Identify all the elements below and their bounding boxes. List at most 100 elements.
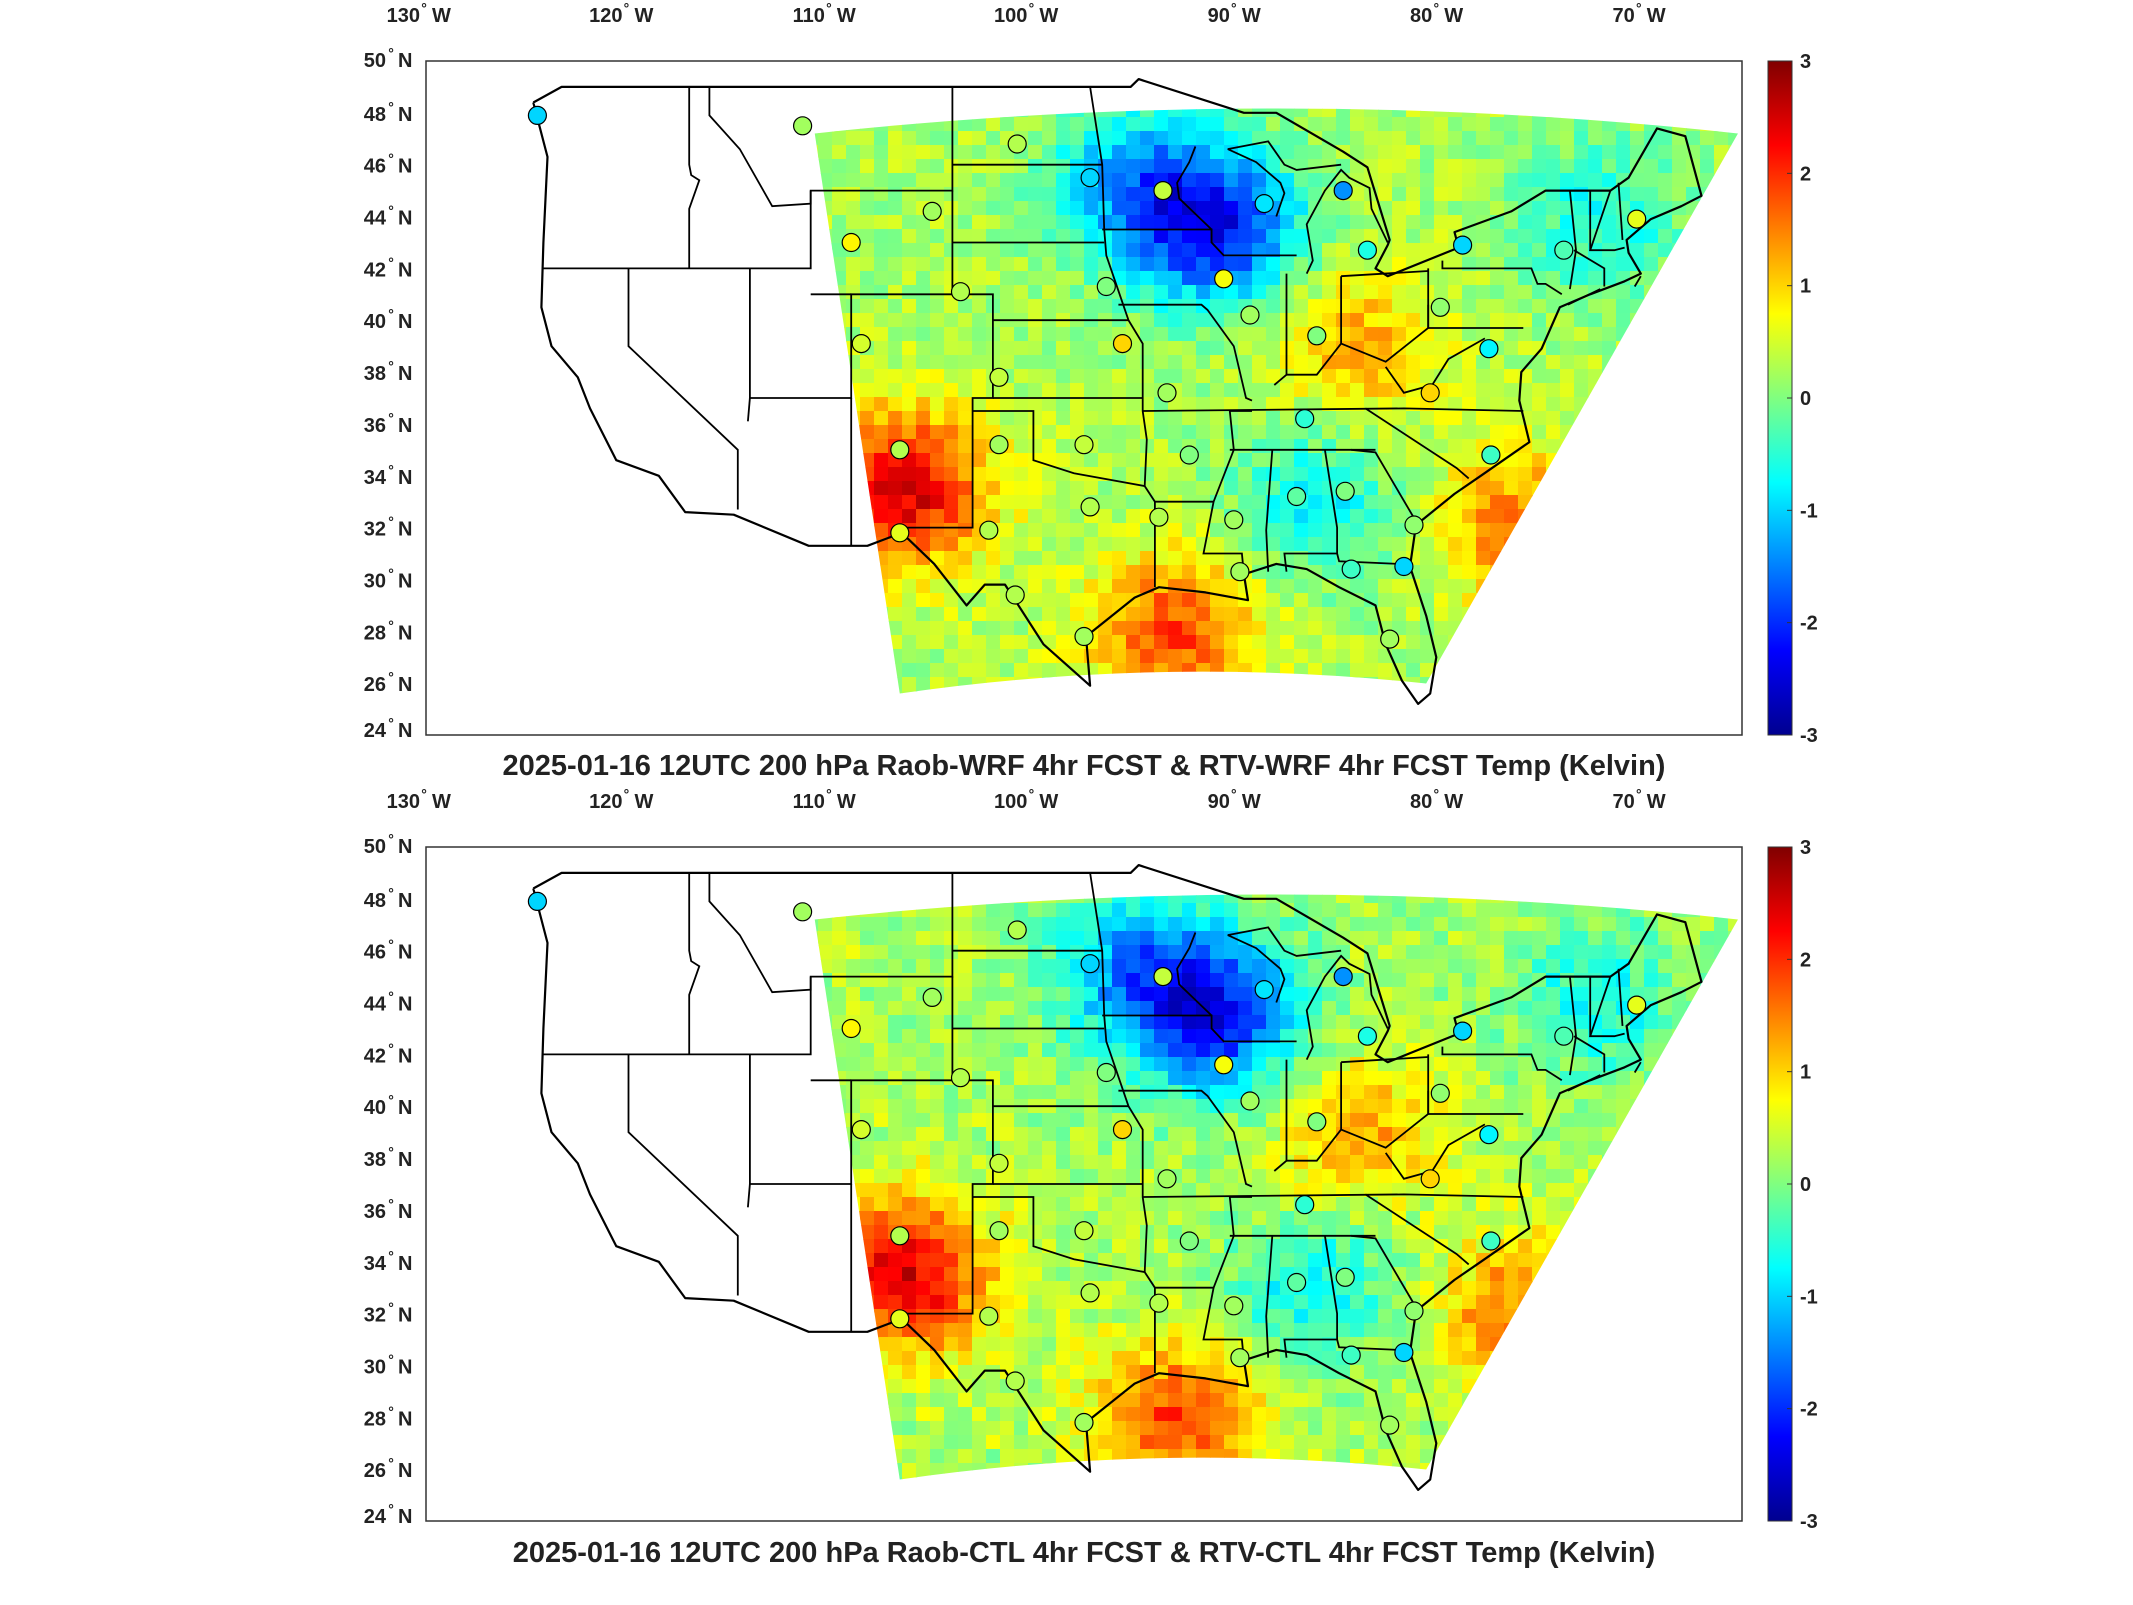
heatmap-cell <box>986 243 1001 258</box>
heatmap-cell <box>1182 243 1197 258</box>
heatmap-cell <box>1224 229 1239 244</box>
heatmap-cell <box>1616 299 1631 314</box>
heatmap-cell <box>958 397 973 412</box>
heatmap-cell <box>1364 327 1379 342</box>
lat-tick-label: 48 <box>364 104 386 126</box>
heatmap-cell <box>1140 635 1155 650</box>
heatmap-cell <box>1350 313 1365 328</box>
heatmap-cell <box>874 509 889 524</box>
heatmap-cell <box>1056 201 1071 216</box>
heatmap-cell <box>1140 285 1155 300</box>
heatmap-cell <box>1518 215 1533 230</box>
heatmap-cell <box>1196 509 1211 524</box>
heatmap-cell <box>916 509 931 524</box>
heatmap-cell <box>930 635 945 650</box>
heatmap-cell <box>1252 215 1267 230</box>
heatmap-cell <box>1266 117 1281 132</box>
heatmap-cell <box>916 397 931 412</box>
raob-station-marker <box>1431 298 1449 316</box>
heatmap-cell <box>1336 131 1351 146</box>
lat-tick-suffix: N <box>398 1149 412 1171</box>
heatmap-cell <box>1448 467 1463 482</box>
heatmap-cell <box>1238 411 1253 426</box>
heatmap-cell <box>1574 355 1589 370</box>
heatmap-cell <box>972 243 987 258</box>
heatmap-cell <box>1406 453 1421 468</box>
heatmap-cell <box>1084 369 1099 384</box>
heatmap-cell <box>1154 299 1169 314</box>
heatmap-cell <box>1602 299 1617 314</box>
heatmap-cell <box>1112 467 1127 482</box>
heatmap-cell <box>1700 145 1715 160</box>
heatmap-cell <box>1518 285 1533 300</box>
heatmap-cell <box>860 229 875 244</box>
heatmap-cell <box>1560 285 1575 300</box>
heatmap-cell <box>1420 215 1435 230</box>
heatmap-cell <box>1602 215 1617 230</box>
heatmap-cell <box>1056 593 1071 608</box>
heatmap-cell <box>1392 313 1407 328</box>
heatmap-cell <box>1294 607 1309 622</box>
raob-station-marker <box>1081 169 1099 187</box>
heatmap-cell <box>1238 635 1253 650</box>
heatmap-cell <box>1350 579 1365 594</box>
heatmap-cell <box>1014 565 1029 580</box>
heatmap-cell <box>1056 551 1071 566</box>
heatmap-cell <box>1280 621 1295 636</box>
heatmap-cell <box>1322 537 1337 552</box>
heatmap-cell <box>1434 467 1449 482</box>
heatmap-cell <box>1196 271 1211 286</box>
heatmap-cell <box>1378 299 1393 314</box>
heatmap-cell <box>916 621 931 636</box>
lon-tick-degree: ° <box>1029 0 1035 16</box>
heatmap-cell <box>1336 439 1351 454</box>
heatmap-cell <box>1210 537 1225 552</box>
heatmap-cell <box>1406 145 1421 160</box>
heatmap-cell <box>1042 327 1057 342</box>
heatmap-cell <box>1532 439 1547 454</box>
heatmap-cell <box>916 271 931 286</box>
heatmap-cell <box>1476 271 1491 286</box>
heatmap-cell <box>1098 369 1113 384</box>
heatmap-cell <box>1476 117 1491 132</box>
heatmap-cell <box>1224 495 1239 510</box>
lon-tick-degree: ° <box>826 786 832 802</box>
lat-tick-degree: ° <box>388 410 394 426</box>
heatmap-cell <box>944 635 959 650</box>
heatmap-cell <box>1210 621 1225 636</box>
lat-tick-suffix: N <box>398 259 412 281</box>
heatmap-cell <box>1182 131 1197 146</box>
heatmap-cell <box>944 355 959 370</box>
heatmap-cell <box>1462 341 1477 356</box>
heatmap-cell <box>1294 509 1309 524</box>
lon-tick-label: 90 <box>1208 791 1230 813</box>
heatmap-cell <box>1490 481 1505 496</box>
heatmap-cell <box>1028 579 1043 594</box>
heatmap-cell <box>1434 117 1449 132</box>
heatmap-cell <box>1000 201 1015 216</box>
heatmap-cell <box>1280 229 1295 244</box>
raob-station-marker <box>1482 446 1500 464</box>
heatmap-cell <box>1182 537 1197 552</box>
heatmap-cell <box>832 215 847 230</box>
heatmap-cell <box>1406 271 1421 286</box>
heatmap-cell <box>1350 649 1365 664</box>
heatmap-cell <box>1322 271 1337 286</box>
heatmap-cell <box>1490 397 1505 412</box>
heatmap-cell <box>1112 579 1127 594</box>
heatmap-cell <box>930 257 945 272</box>
heatmap-cell <box>1042 523 1057 538</box>
heatmap-cell <box>1140 271 1155 286</box>
heatmap-cell <box>1266 341 1281 356</box>
heatmap-cell <box>1308 481 1323 496</box>
heatmap-cell <box>1210 173 1225 188</box>
heatmap-cell <box>1014 299 1029 314</box>
heatmap-cell <box>1224 481 1239 496</box>
heatmap-cell <box>930 229 945 244</box>
heatmap-cell <box>1168 257 1183 272</box>
raob-station-marker <box>1405 516 1423 534</box>
heatmap-cell <box>930 271 945 286</box>
heatmap-cell <box>1028 397 1043 412</box>
heatmap-cell <box>1266 271 1281 286</box>
heatmap-cell <box>1070 453 1085 468</box>
